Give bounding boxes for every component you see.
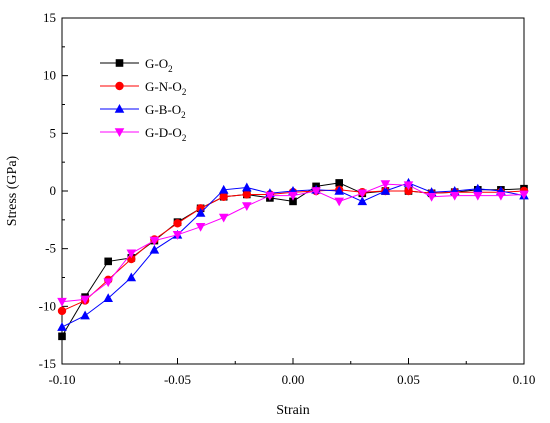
data-point [404,186,413,196]
legend-item: G-N-O2 [100,79,186,97]
data-point [242,202,252,211]
x-tick-label: 0.05 [397,372,420,387]
data-point [126,249,137,259]
axis-ticks: -0.10 -0.05 0.00 0.05 0.10 -15 -10 -5 0 5 10 15 [39,10,536,387]
data-point [473,183,483,193]
data-point [218,184,229,194]
legend-label: G-D-O2 [145,125,186,143]
x-tick-label: 0.00 [282,372,305,387]
data-point [127,254,136,264]
y-tick-label: 0 [50,183,57,198]
data-point [426,192,437,202]
data-point [519,190,529,200]
data-point [218,213,229,223]
data-point [289,197,297,206]
legend-label: G-B-O2 [145,102,186,120]
data-point [58,332,66,341]
data-point [173,219,182,228]
data-point [114,128,125,137]
y-tick-label: -10 [39,298,56,313]
data-point [242,190,251,199]
data-point [496,191,506,201]
data-point [80,295,90,305]
data-point [104,257,112,266]
data-point [242,182,252,192]
legend: G-O2 G-N-O2 G-B-O2 G-D-O2 [100,56,186,143]
data-point [265,191,275,201]
data-point [380,186,391,195]
data-point [57,322,67,331]
series-g-d-o2 [57,180,529,307]
y-tick-label: -15 [39,356,56,371]
x-tick-label: 0.10 [513,372,536,387]
data-point [195,222,206,232]
data-point [126,272,137,282]
data-point [311,187,321,196]
y-tick-label: 10 [43,68,56,83]
legend-label: G-N-O2 [145,79,186,97]
data-point [334,186,344,195]
data-point [335,179,343,187]
data-point [473,191,483,201]
data-point [57,306,67,316]
data-point [449,191,460,201]
data-point [149,244,160,254]
data-point [219,192,228,201]
x-tick-label: -0.05 [164,372,191,387]
legend-item: G-O2 [100,56,173,74]
data-point [288,191,298,201]
legend-item: G-B-O2 [100,102,186,120]
y-tick-label: -5 [45,241,56,256]
data-point [195,207,206,217]
legend-label: G-O2 [145,56,173,74]
y-axis-title: Stress (GPa) [5,155,20,226]
data-point [57,297,67,307]
data-point [380,180,391,190]
data-point [114,104,125,113]
y-tick-label: 5 [50,125,57,140]
legend-item: G-D-O2 [100,125,186,143]
y-tick-label: 15 [43,10,56,25]
data-point [357,196,368,206]
x-axis-title: Strain [276,403,309,418]
data-point [103,293,113,303]
x-tick-label: -0.10 [48,372,75,387]
data-point [172,231,183,240]
series-layer [57,177,529,341]
data-point [115,81,124,91]
data-point [334,197,344,207]
data-point [115,59,124,67]
data-point [149,236,160,246]
data-point [357,189,368,199]
data-point [80,310,90,320]
data-point [103,278,113,288]
data-point [403,181,414,191]
